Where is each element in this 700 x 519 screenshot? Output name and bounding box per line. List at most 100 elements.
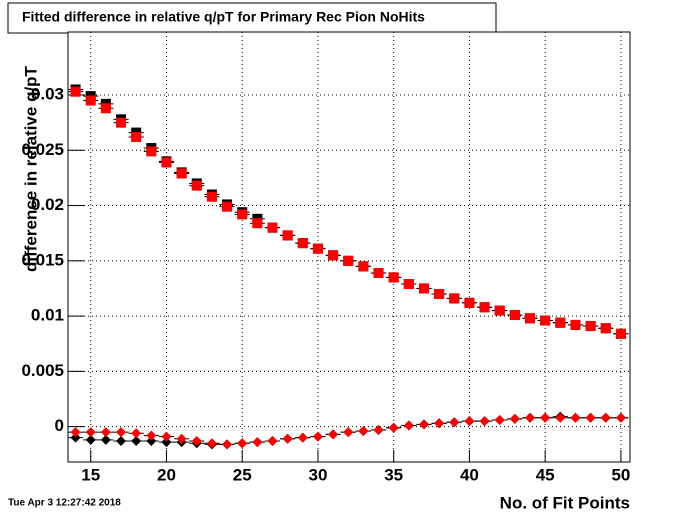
- data-point: [206, 191, 217, 202]
- data-point: [100, 427, 111, 438]
- data-point: [585, 321, 596, 332]
- data-point: [343, 255, 354, 266]
- y-tick-label: 0.02: [31, 195, 64, 214]
- x-tick-label: 15: [81, 465, 100, 484]
- y-axis-label: difference in relative q/pT: [21, 65, 40, 272]
- data-point: [464, 416, 475, 427]
- data-point: [509, 413, 520, 424]
- data-point: [146, 430, 157, 441]
- x-tick-label: 20: [157, 465, 176, 484]
- y-tick-label: 0.03: [31, 84, 64, 103]
- data-point: [358, 261, 369, 272]
- data-point: [161, 431, 172, 442]
- x-tick-label: 40: [460, 465, 479, 484]
- data-point: [146, 435, 157, 446]
- data-point: [312, 243, 323, 254]
- data-point: [494, 414, 505, 425]
- plot-frame: [67, 31, 631, 463]
- timestamp: Tue Apr 3 12:27:42 2018: [8, 498, 121, 509]
- data-point: [85, 95, 96, 106]
- data-point: [328, 429, 339, 440]
- data-point: [191, 435, 202, 446]
- data-point: [131, 428, 142, 439]
- data-point: [434, 418, 445, 429]
- x-tick-label: 50: [611, 465, 630, 484]
- data-point: [116, 435, 127, 446]
- data-point: [555, 317, 566, 328]
- x-axis-label: No. of Fit Points: [500, 493, 630, 512]
- data-point: [100, 103, 111, 114]
- data-point: [418, 283, 429, 294]
- data-point: [525, 412, 536, 423]
- plot-area: 15 20 25 30 35 40 45 50 0 0.005 0.01 0.015 0.02 0.025…: [21, 31, 631, 484]
- data-point: [479, 416, 490, 427]
- data-point: [176, 168, 187, 179]
- data-point: [161, 157, 172, 168]
- x-tick-label: 25: [233, 465, 252, 484]
- data-point: [343, 427, 354, 438]
- data-point: [388, 422, 399, 433]
- x-tick-label: 45: [536, 465, 555, 484]
- data-point: [70, 427, 81, 438]
- data-point: [434, 288, 445, 299]
- data-point: [297, 432, 308, 443]
- data-point: [131, 435, 142, 446]
- data-point: [464, 297, 475, 308]
- data-point: [85, 434, 96, 445]
- data-point: [70, 86, 81, 97]
- data-point: [600, 323, 611, 334]
- data-point: [252, 218, 263, 229]
- x-tick-label: 35: [384, 465, 403, 484]
- x-tick-label: 30: [308, 465, 327, 484]
- data-point: [222, 201, 233, 212]
- data-point: [161, 437, 172, 448]
- data-point: [494, 305, 505, 316]
- data-point: [85, 427, 96, 438]
- data-point: [176, 433, 187, 444]
- data-point: [403, 279, 414, 290]
- data-point: [388, 272, 399, 283]
- data-point: [267, 435, 278, 446]
- y-tick-label: 0.015: [21, 250, 64, 269]
- data-point: [570, 412, 581, 423]
- data-point: [479, 302, 490, 313]
- data-point: [509, 309, 520, 320]
- y-tick-label: 0.025: [21, 140, 64, 159]
- data-point: [312, 431, 323, 442]
- data-point: [131, 132, 142, 143]
- y-tick-label: 0: [55, 416, 64, 435]
- data-point: [282, 230, 293, 241]
- data-point: [191, 180, 202, 191]
- data-point: [116, 427, 127, 438]
- data-point: [615, 328, 626, 339]
- data-point: [570, 319, 581, 330]
- data-point: [373, 424, 384, 435]
- data-point: [237, 209, 248, 220]
- data-point: [252, 437, 263, 448]
- data-point: [116, 117, 127, 128]
- data-point: [267, 222, 278, 233]
- data-point: [585, 412, 596, 423]
- chart-title: Fitted difference in relative q/pT for P…: [22, 9, 425, 25]
- data-point: [297, 238, 308, 249]
- y-tick-label: 0.005: [21, 361, 64, 380]
- data-point: [222, 439, 233, 450]
- data-point: [540, 315, 551, 326]
- data-point: [615, 412, 626, 423]
- data-point: [449, 417, 460, 428]
- data-point: [403, 420, 414, 431]
- data-point: [540, 412, 551, 423]
- data-point: [449, 293, 460, 304]
- y-tick-label: 0.01: [31, 306, 64, 325]
- data-point: [418, 419, 429, 430]
- data-point: [100, 434, 111, 445]
- data-point: [600, 412, 611, 423]
- data-point: [146, 146, 157, 157]
- data-point: [525, 313, 536, 324]
- data-point: [358, 426, 369, 437]
- data-point: [206, 438, 217, 449]
- title-box: [7, 2, 497, 34]
- data-point: [282, 433, 293, 444]
- data-point: [237, 438, 248, 449]
